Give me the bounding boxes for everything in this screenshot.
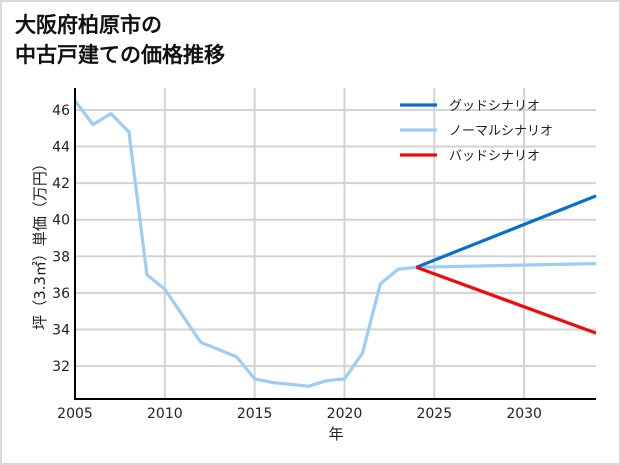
series-lines	[73, 99, 597, 388]
y-tick-label: 38	[52, 249, 70, 265]
legend-label: グッドシナリオ	[449, 99, 540, 114]
tick-labels: 2005 2010 2015 2020 2025 2030 32 34 36 38 40 42 44 46	[52, 103, 542, 422]
y-tick-label: 32	[52, 359, 70, 375]
x-tick-label: 2015	[237, 406, 273, 422]
y-tick-label: 46	[52, 103, 70, 119]
series-line	[415, 265, 597, 335]
axes	[74, 88, 596, 400]
series-line	[415, 194, 597, 269]
y-tick-label: 34	[52, 322, 70, 338]
title-line-1: 大阪府柏原市の	[15, 13, 162, 37]
x-tick-label: 2030	[506, 406, 542, 422]
y-tick-label: 40	[52, 213, 70, 229]
grid-lines	[75, 88, 596, 399]
x-tick-label: 2010	[147, 406, 183, 422]
y-tick-label: 44	[52, 140, 70, 156]
y-tick-label: 36	[52, 286, 70, 302]
series-line	[73, 99, 597, 388]
x-tick-label: 2005	[57, 406, 93, 422]
x-tick-label: 2020	[327, 406, 363, 422]
x-axis-label: 年	[328, 425, 343, 443]
y-axis-label: 坪（3.3㎡）単価（万円）	[31, 156, 49, 330]
chart-title: 大阪府柏原市の 中古戸建ての価格推移	[15, 10, 225, 70]
title-line-2: 中古戸建ての価格推移	[15, 43, 225, 67]
legend-label: ノーマルシナリオ	[449, 124, 553, 139]
y-tick-label: 42	[52, 176, 70, 192]
legend-label: バッドシナリオ	[449, 149, 540, 164]
x-tick-label: 2025	[416, 406, 452, 422]
